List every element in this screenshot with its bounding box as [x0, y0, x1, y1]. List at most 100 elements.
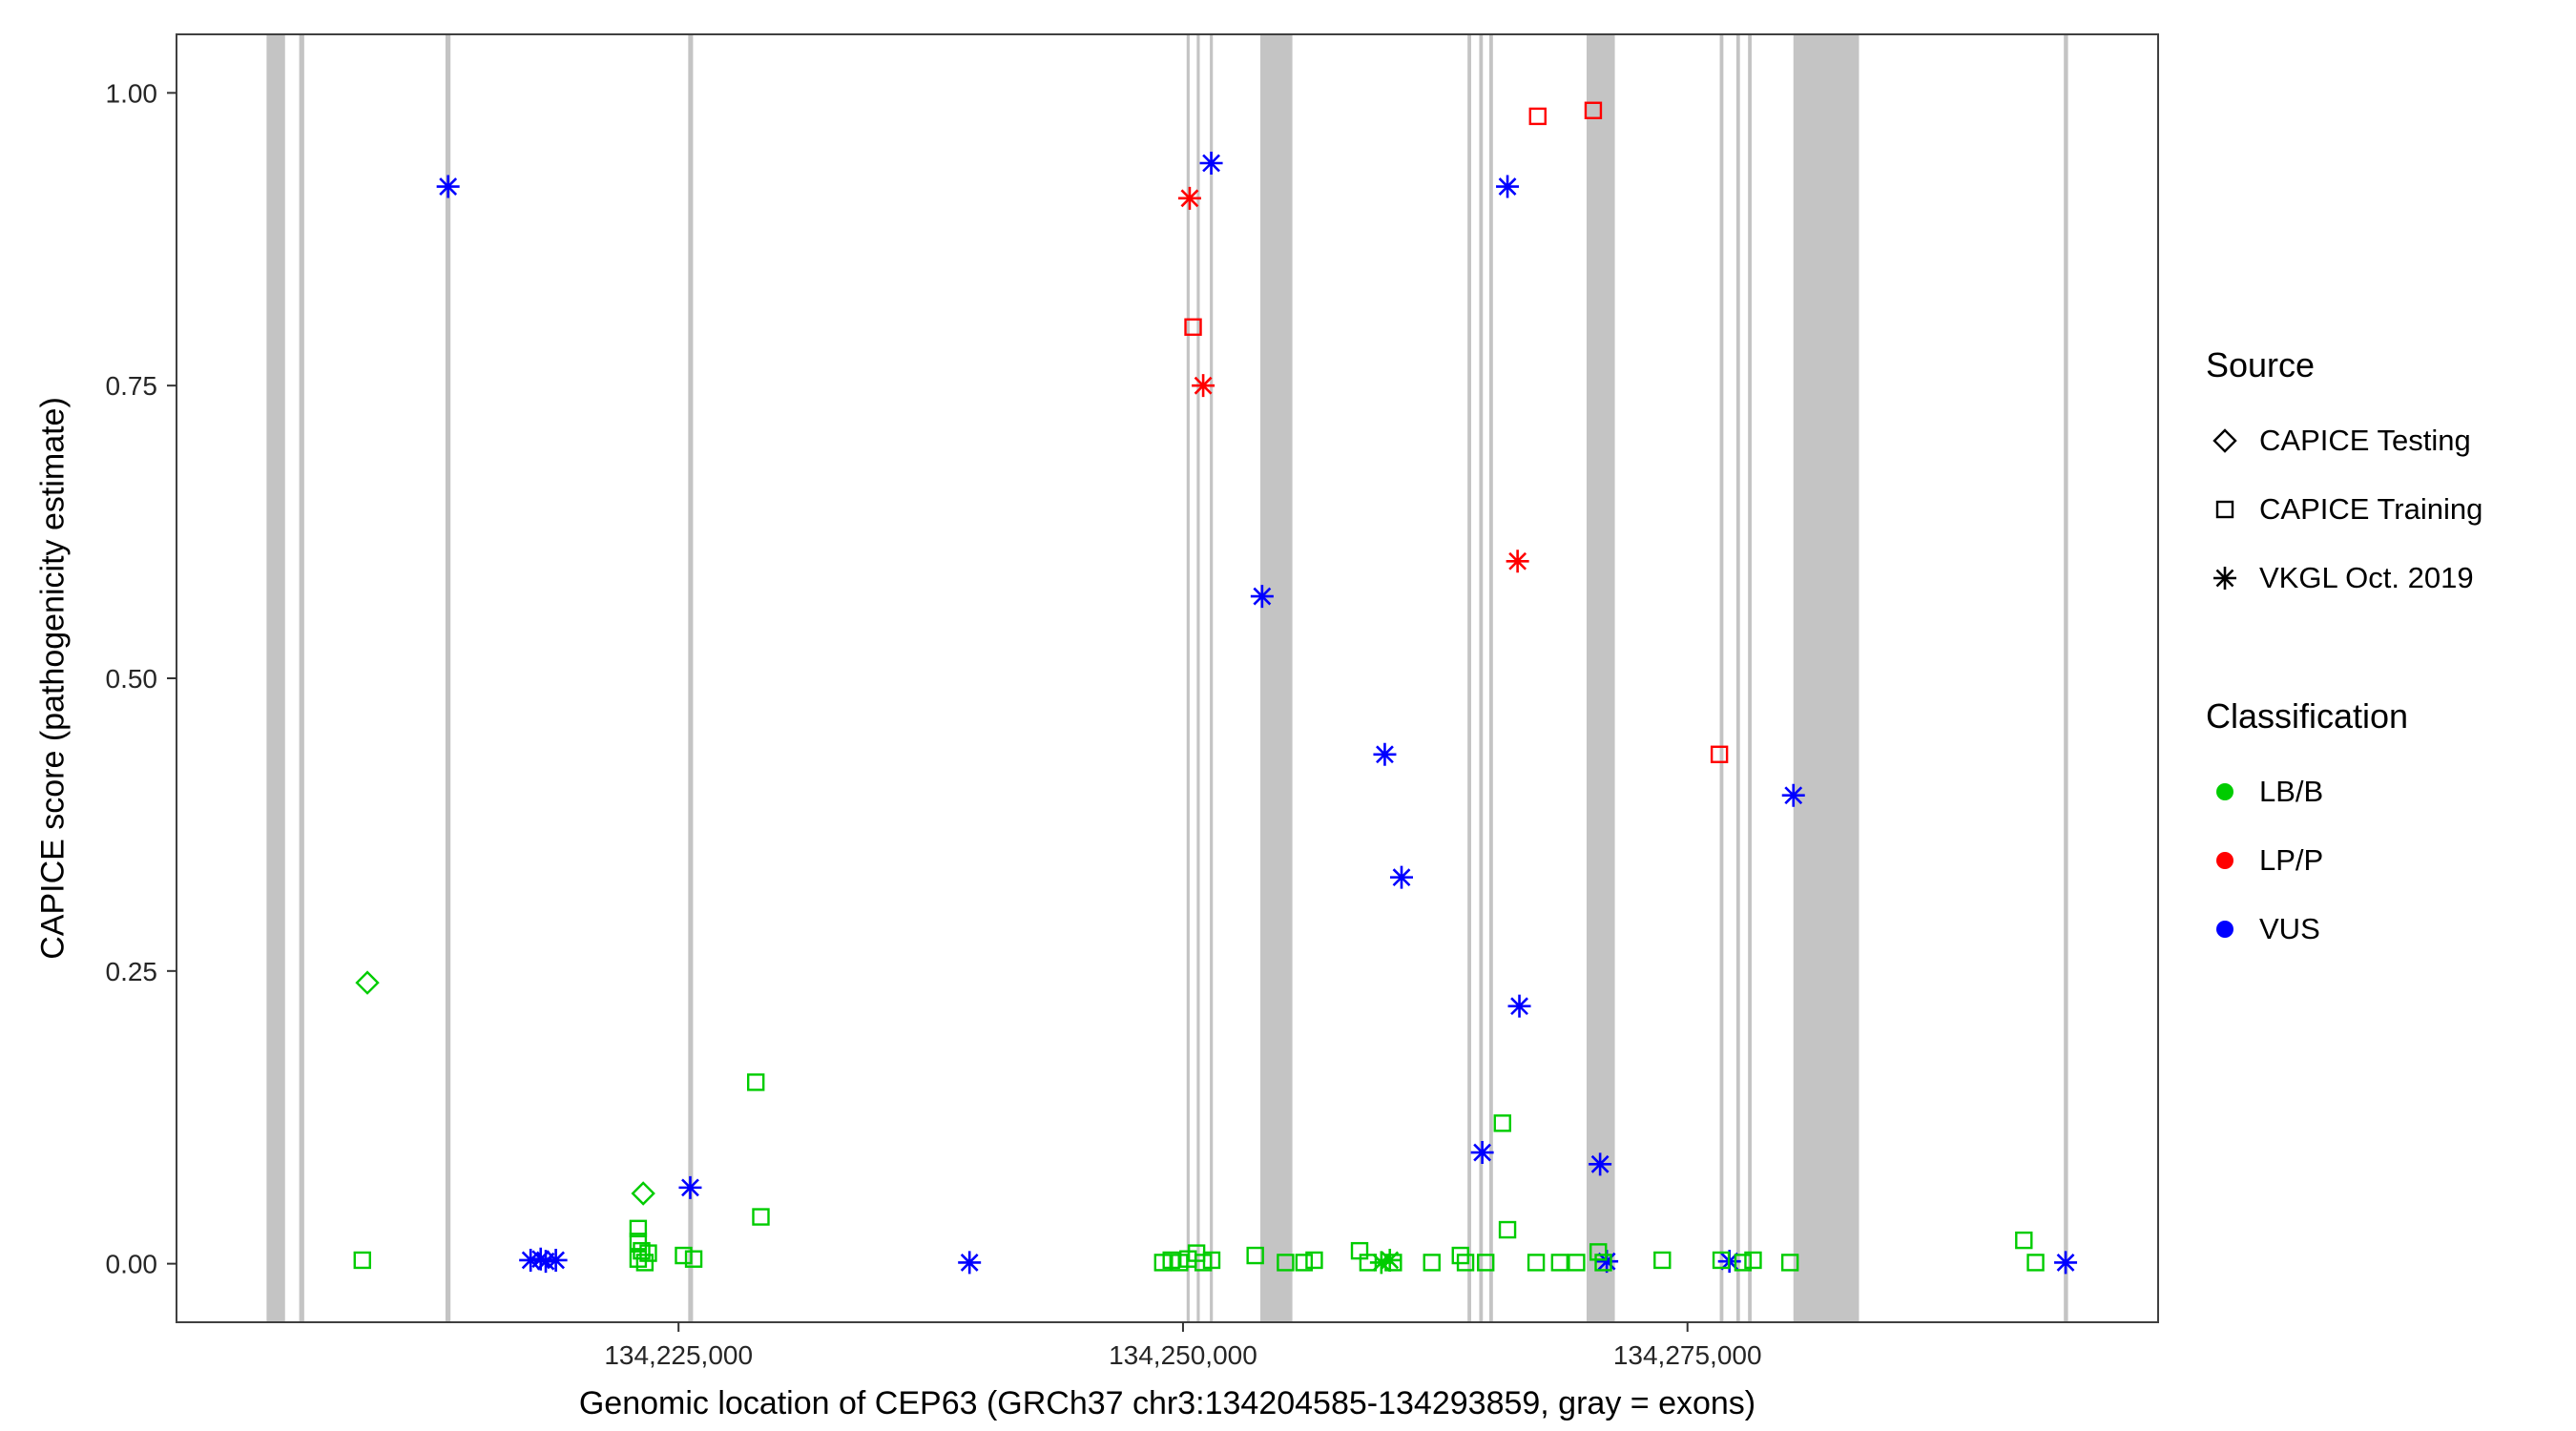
data-point-square: [635, 1254, 654, 1272]
exon-band: [1196, 34, 1200, 1322]
data-point-square: [1528, 107, 1547, 126]
data-point-square: [1712, 1251, 1731, 1270]
data-point-asterisk: [1390, 865, 1414, 889]
exon-band: [299, 34, 304, 1322]
data-point-square: [1246, 1246, 1264, 1265]
data-point-asterisk: [1199, 152, 1223, 175]
legend-label: VUS: [2259, 912, 2320, 945]
data-point-square: [684, 1250, 703, 1268]
data-point-square: [1423, 1254, 1441, 1272]
x-axis-title: Genomic location of CEP63 (GRCh37 chr3:1…: [578, 1385, 1756, 1421]
asterisk-icon: [2213, 567, 2236, 590]
data-point-asterisk: [1373, 742, 1397, 766]
data-point-square: [1202, 1251, 1221, 1270]
legend-group-classification: Classification LB/B LP/P VUS: [2206, 696, 2483, 964]
legend-title-classification: Classification: [2206, 696, 2409, 736]
data-point-square: [1734, 1254, 1753, 1272]
legend-item-capice-testing: CAPICE Testing: [2206, 406, 2483, 475]
y-tick-label: 0.50: [106, 664, 158, 694]
data-point-diamond: [631, 1181, 655, 1206]
x-tick-label: 134,225,000: [604, 1340, 753, 1370]
data-point-asterisk: [1589, 1152, 1612, 1176]
legend-title-source: Source: [2206, 345, 2316, 384]
exon-band: [1735, 34, 1740, 1322]
legend-label: CAPICE Testing: [2259, 424, 2471, 457]
data-point-square: [1295, 1254, 1314, 1272]
data-point-asterisk: [678, 1175, 702, 1199]
red-dot-icon: [2216, 852, 2233, 869]
legend-item-vus: VUS: [2206, 895, 2483, 964]
data-point-asterisk: [1177, 186, 1201, 210]
exon-band: [1489, 34, 1493, 1322]
data-point-asterisk: [1506, 550, 1529, 573]
exon-band: [1210, 34, 1214, 1322]
data-point-diamond: [355, 970, 380, 995]
exon-band: [1467, 34, 1471, 1322]
data-point-asterisk: [1192, 374, 1215, 398]
data-point-square: [1584, 101, 1603, 119]
x-tick-label: 134,275,000: [1613, 1340, 1762, 1370]
data-point-asterisk: [1496, 175, 1520, 198]
exon-band: [1586, 34, 1615, 1322]
legend-group-source: Source CAPICE Testing CAPICE Training VK…: [2206, 345, 2483, 612]
data-point-square: [353, 1251, 371, 1270]
data-point-asterisk: [2054, 1251, 2078, 1275]
data-point-square: [675, 1246, 693, 1265]
data-point-square: [2026, 1254, 2045, 1272]
data-point-asterisk: [1470, 1141, 1494, 1165]
blue-dot-icon: [2216, 921, 2233, 938]
y-axis-title: CAPICE score (pathogenicity estimate): [34, 397, 72, 960]
exon-band: [2064, 34, 2068, 1322]
data-point-square: [2015, 1231, 2033, 1250]
data-point-asterisk: [1378, 1248, 1402, 1272]
square-icon: [2215, 500, 2234, 519]
legend-item-lbb: LB/B: [2206, 757, 2483, 826]
data-point-square: [1710, 745, 1729, 763]
exon-band: [1719, 34, 1724, 1322]
data-point-square: [1527, 1254, 1546, 1272]
data-point-square: [1305, 1251, 1323, 1270]
data-point-asterisk: [1595, 1250, 1619, 1274]
legend-label: VKGL Oct. 2019: [2259, 561, 2474, 594]
y-tick-label: 1.00: [106, 78, 158, 108]
x-tick-label: 134,250,000: [1109, 1340, 1257, 1370]
data-point-square: [752, 1208, 770, 1226]
legend-label: CAPICE Training: [2259, 492, 2483, 526]
data-point-square: [1277, 1254, 1295, 1272]
data-point-square: [1550, 1254, 1569, 1272]
data-point-asterisk: [1507, 994, 1531, 1018]
data-point-square: [1780, 1254, 1799, 1272]
data-point-square: [1744, 1251, 1762, 1270]
data-point-square: [1493, 1114, 1511, 1132]
green-dot-icon: [2216, 783, 2233, 800]
exon-band: [1186, 34, 1190, 1322]
exon-band: [445, 34, 451, 1322]
data-point-asterisk: [1781, 783, 1805, 807]
exon-band: [1479, 34, 1484, 1322]
data-point-square: [1589, 1243, 1608, 1261]
exon-band: [266, 34, 285, 1322]
exon-band: [1748, 34, 1752, 1322]
legend: Source CAPICE Testing CAPICE Training VK…: [2206, 345, 2483, 964]
legend-label: LB/B: [2259, 775, 2324, 808]
exon-band: [1793, 34, 1859, 1322]
data-point-square: [1477, 1254, 1495, 1272]
data-point-asterisk: [1250, 585, 1274, 609]
data-point-square: [1594, 1254, 1612, 1272]
exon-band: [688, 34, 694, 1322]
legend-label: LP/P: [2259, 843, 2324, 877]
y-tick-label: 0.00: [106, 1250, 158, 1279]
data-point-square: [1184, 318, 1202, 337]
data-point-square: [1498, 1220, 1517, 1239]
data-point-asterisk: [544, 1248, 568, 1272]
data-point-square: [1568, 1254, 1586, 1272]
legend-item-lpp: LP/P: [2206, 826, 2483, 895]
data-point-asterisk: [1369, 1251, 1393, 1275]
data-point-square: [747, 1073, 765, 1091]
y-tick-label: 0.25: [106, 957, 158, 986]
data-point-asterisk: [436, 175, 460, 198]
panel-border: [176, 33, 2159, 1323]
data-point-asterisk: [958, 1251, 982, 1275]
